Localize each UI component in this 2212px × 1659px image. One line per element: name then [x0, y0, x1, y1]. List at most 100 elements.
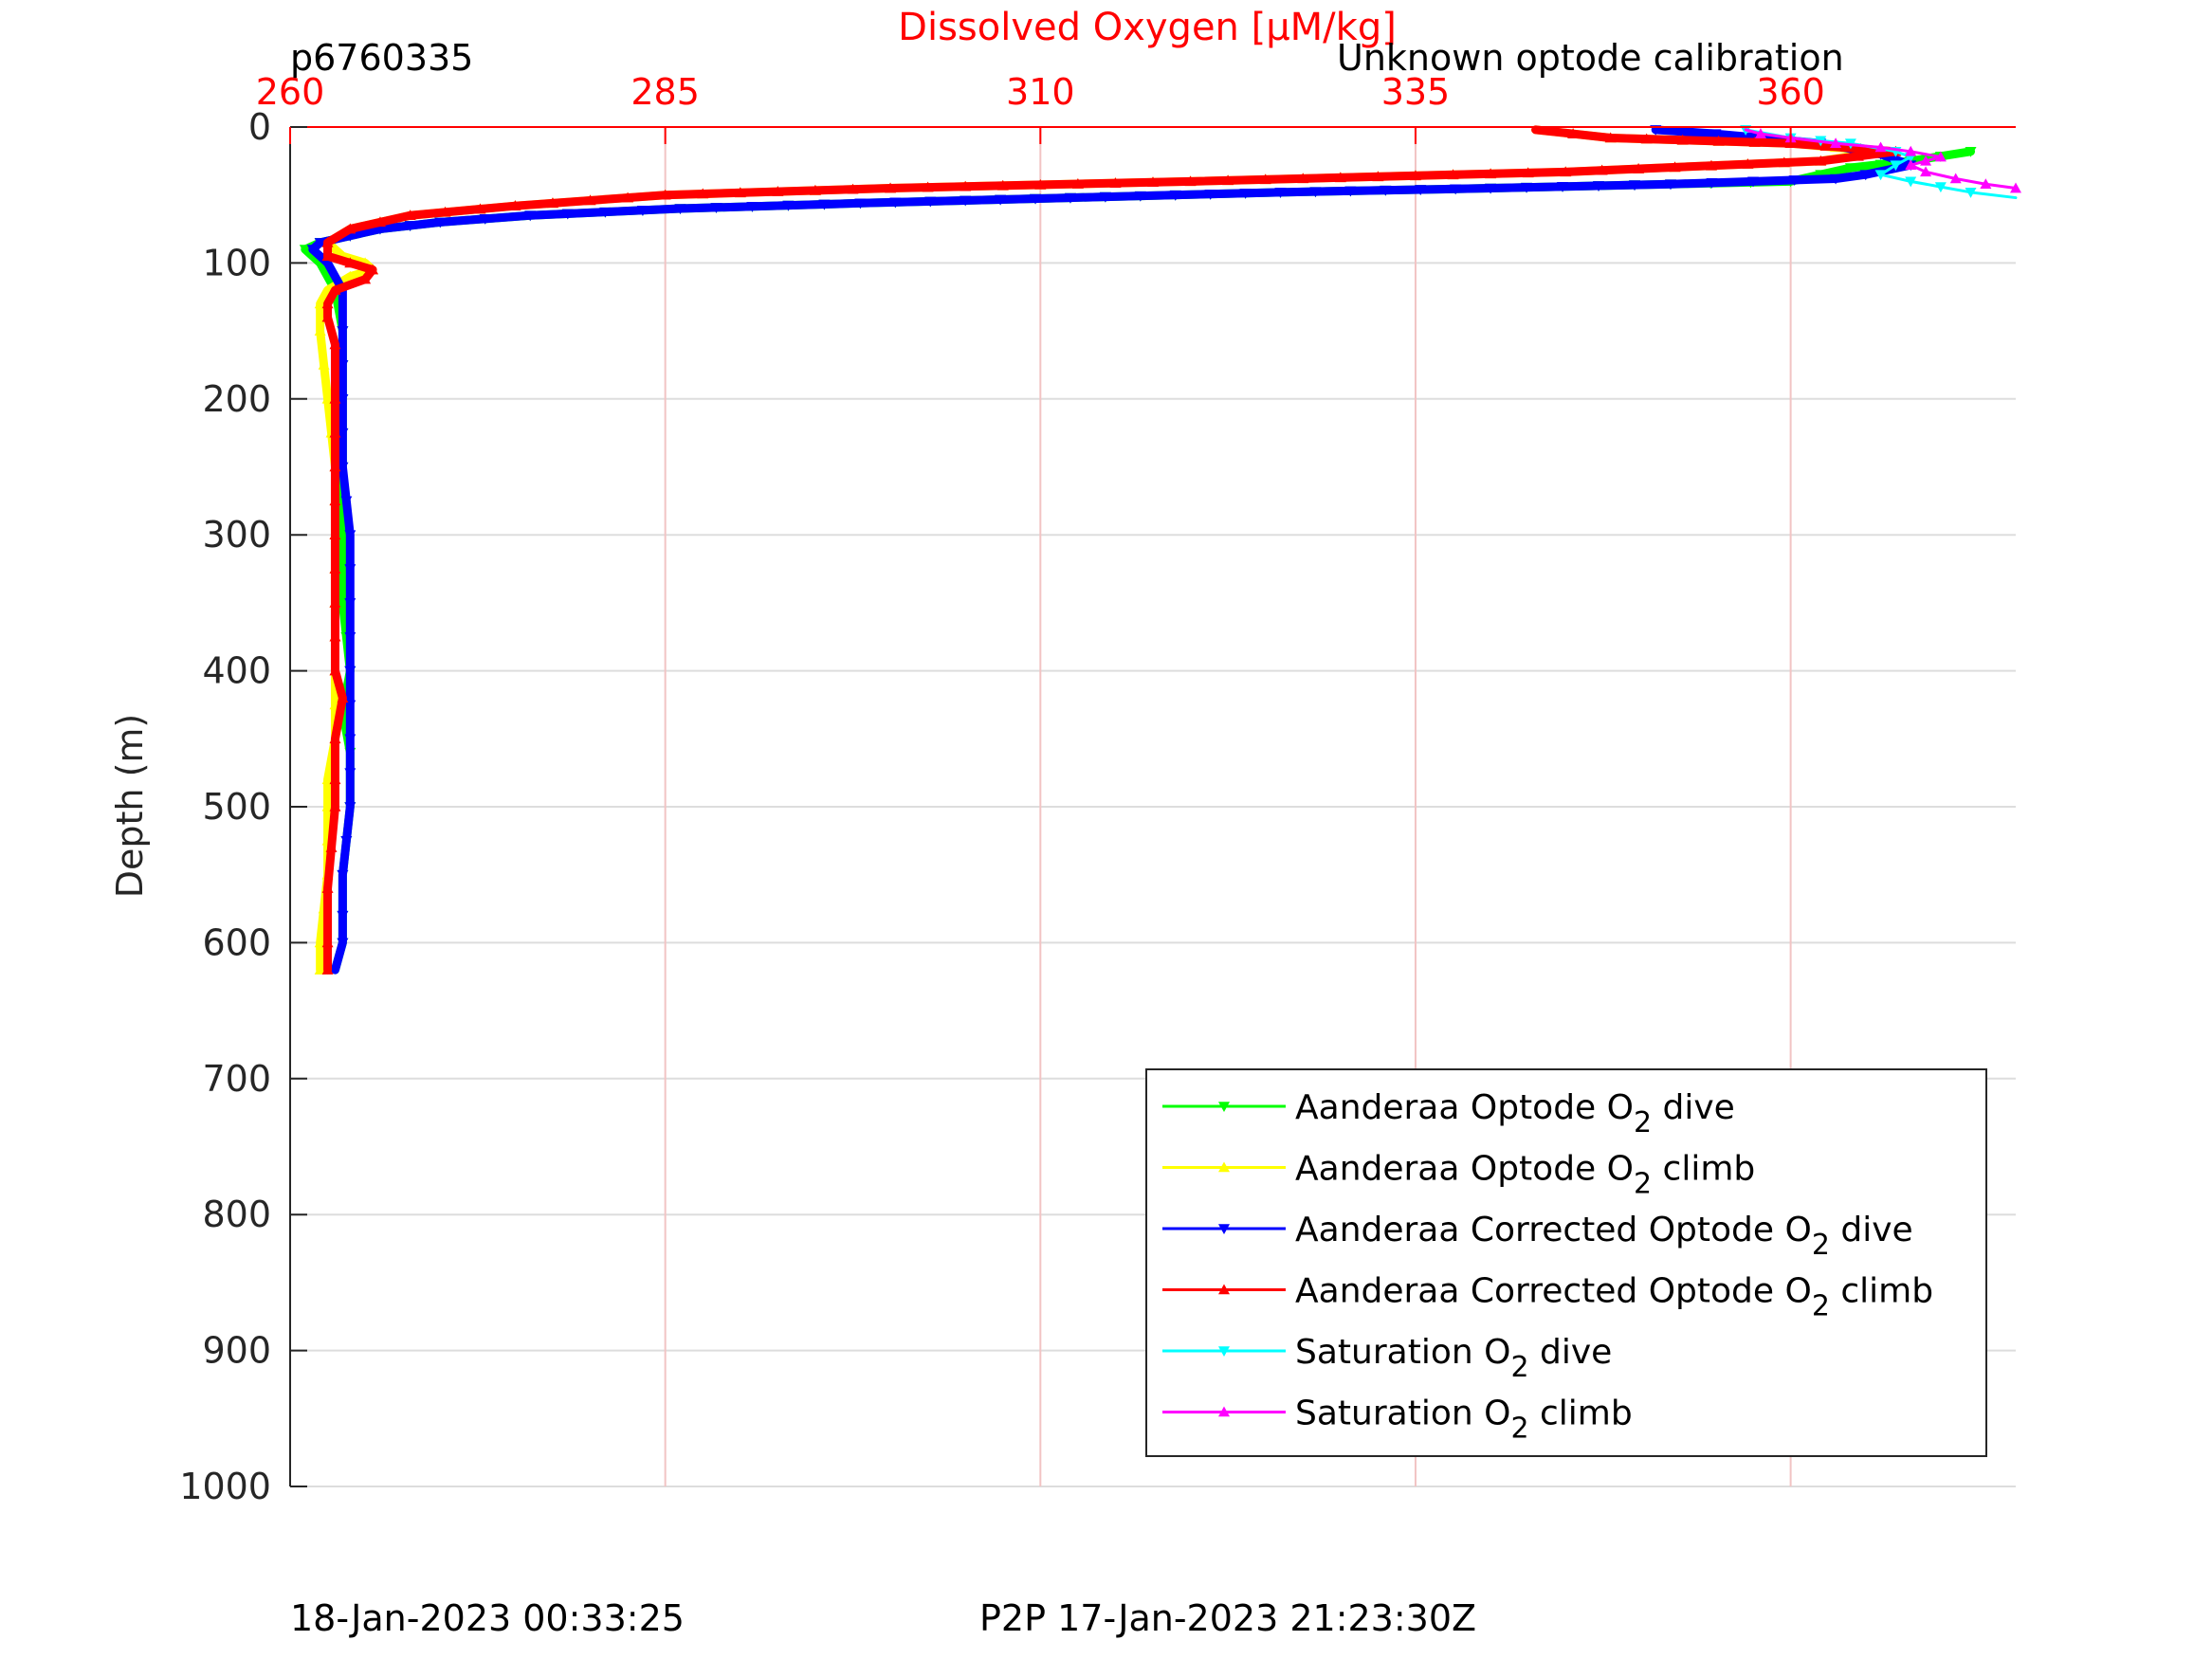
legend-label: Aanderaa Corrected Optode O2 climb: [1295, 1272, 1933, 1323]
series-marker: [329, 563, 341, 574]
y-tick-label: 700: [202, 1058, 271, 1100]
series-marker: [1450, 184, 1462, 195]
legend-item: Saturation O2 climb: [1162, 1395, 1633, 1446]
series-line: [316, 125, 1886, 975]
series-line: [301, 147, 1976, 975]
series-marker: [1222, 174, 1234, 186]
series-marker: [1169, 190, 1181, 201]
series-marker: [1855, 142, 1867, 154]
series-marker: [329, 427, 341, 438]
y-tick-label: 0: [248, 106, 271, 148]
calibration-note: Unknown optode calibration: [1337, 37, 1844, 79]
series-marker: [329, 733, 341, 744]
series-marker: [1669, 161, 1681, 173]
series-marker: [1409, 170, 1421, 181]
series-marker: [960, 195, 972, 207]
series-marker: [622, 191, 634, 203]
legend-label: Saturation O2 dive: [1295, 1333, 1612, 1384]
series-marker: [314, 238, 326, 248]
legend: Aanderaa Optode O2 dive Aanderaa Optode O…: [1145, 1068, 1987, 1457]
legend-swatch-marker: [1218, 1284, 1230, 1295]
y-tick-label: 300: [202, 514, 271, 556]
series-marker: [1830, 173, 1842, 185]
series-marker: [321, 392, 334, 404]
legend-swatch-marker: [1218, 1346, 1230, 1357]
series-marker: [636, 206, 649, 216]
series-marker: [329, 284, 341, 295]
series-marker: [1344, 186, 1357, 197]
series-marker: [1706, 177, 1718, 189]
series-marker: [809, 184, 821, 195]
series-marker: [329, 495, 341, 506]
series-marker: [321, 937, 334, 948]
series-marker: [1874, 170, 1887, 181]
legend-item: Aanderaa Corrected Optode O2 dive: [1162, 1211, 1913, 1262]
series-2: [306, 125, 1917, 975]
series-marker: [818, 199, 831, 210]
series-marker: [337, 598, 349, 609]
series-line: [308, 125, 1915, 975]
series-marker: [344, 530, 356, 541]
series-marker: [337, 869, 349, 881]
y-tick-label: 200: [202, 378, 271, 420]
x-tick-label: 360: [1756, 71, 1825, 113]
series-marker: [1309, 187, 1322, 198]
series-marker: [340, 496, 353, 507]
series-marker: [1890, 160, 1902, 172]
series-marker: [344, 223, 356, 234]
series-marker: [1629, 180, 1641, 191]
series-marker: [1844, 163, 1856, 174]
series-marker: [299, 245, 311, 256]
profile-id-label: p6760335: [290, 37, 473, 79]
series-marker: [337, 564, 349, 575]
series-marker: [1747, 176, 1760, 188]
series-marker: [1109, 177, 1122, 188]
y-tick-label: 100: [202, 242, 271, 283]
series-marker: [996, 179, 1009, 191]
series-line: [323, 125, 1900, 975]
series-marker: [344, 700, 356, 711]
legend-swatch-marker: [1218, 1224, 1230, 1234]
series-marker: [2010, 182, 2021, 193]
x-tick-label: 310: [1006, 71, 1075, 113]
series-marker: [1830, 137, 1842, 149]
series-marker: [1679, 127, 1691, 138]
series-1: [314, 125, 1887, 975]
series-marker: [1204, 189, 1216, 200]
series-marker: [1815, 155, 1827, 166]
series-marker: [1099, 191, 1111, 203]
series-marker: [1239, 188, 1252, 199]
series-marker: [1560, 166, 1572, 177]
series-marker: [314, 325, 326, 336]
series-marker: [329, 461, 341, 472]
series-marker: [1905, 159, 1917, 170]
series-marker: [321, 311, 334, 322]
series-marker: [1980, 178, 1992, 190]
series-marker: [1522, 167, 1534, 178]
series-marker: [1965, 147, 1977, 157]
series-marker: [337, 692, 349, 703]
series-marker: [337, 428, 349, 439]
series-marker: [561, 209, 574, 220]
series-marker: [697, 188, 709, 199]
series-marker: [1709, 129, 1722, 140]
series-marker: [1259, 173, 1271, 185]
series-marker: [344, 257, 356, 268]
series-marker: [1640, 133, 1653, 144]
series-marker: [1274, 188, 1287, 198]
series-marker: [321, 883, 334, 893]
legend-swatch-marker: [1218, 1102, 1230, 1112]
series-marker: [782, 200, 795, 211]
series-marker: [509, 200, 521, 210]
series-marker: [1593, 181, 1605, 191]
series-marker: [524, 210, 537, 222]
series-marker: [337, 360, 349, 371]
series-marker: [960, 180, 972, 191]
series-marker: [321, 774, 334, 785]
legend-box: [1145, 1068, 1987, 1457]
series-marker: [1965, 188, 1977, 198]
series-marker: [329, 529, 341, 539]
series-marker: [584, 194, 596, 206]
y-tick-label: 1000: [179, 1466, 271, 1507]
